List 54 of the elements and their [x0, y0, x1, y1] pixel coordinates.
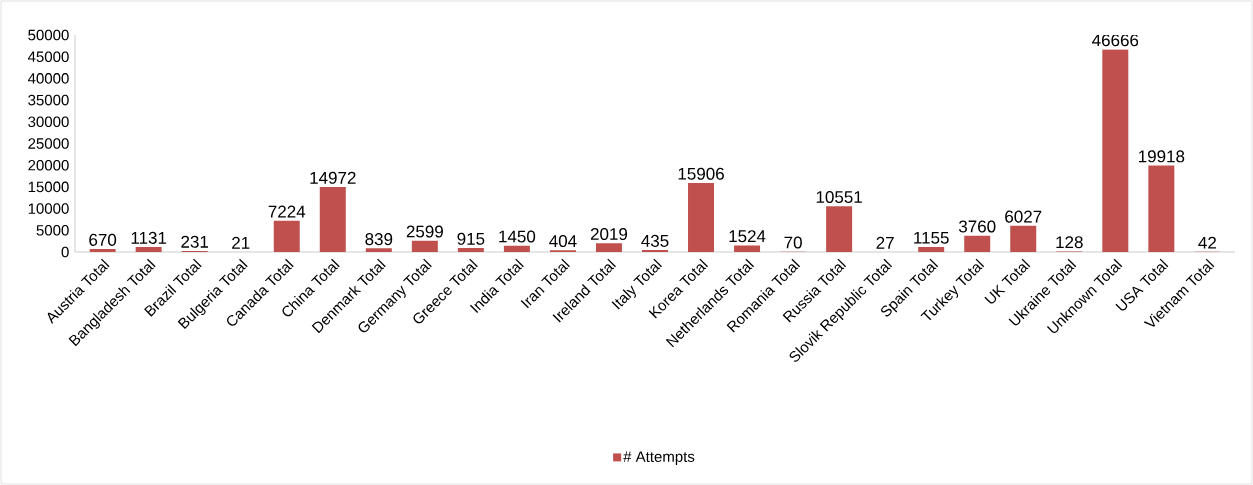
data-label: 2599 — [406, 225, 443, 238]
data-label: 128 — [1056, 236, 1083, 249]
y-tick-label: 20000 — [28, 159, 69, 171]
y-tick-label: 5000 — [36, 224, 69, 236]
data-label: 839 — [365, 233, 393, 246]
bar — [365, 248, 392, 252]
y-tick-label: 35000 — [28, 94, 69, 106]
bar — [964, 235, 991, 252]
data-label: 14972 — [310, 171, 356, 184]
data-label: 19918 — [1139, 150, 1185, 163]
bar — [457, 248, 484, 252]
data-label: 1524 — [729, 230, 766, 243]
data-label: 70 — [784, 236, 802, 249]
data-label: 15906 — [678, 167, 724, 180]
bar — [1010, 225, 1037, 252]
data-label: 435 — [641, 234, 669, 247]
bar — [734, 245, 761, 252]
bar — [1102, 49, 1129, 252]
y-tick-label: 0 — [61, 246, 69, 258]
bar — [273, 220, 300, 252]
data-label: 404 — [549, 235, 577, 248]
data-label: 1131 — [131, 231, 167, 244]
bar — [595, 243, 622, 252]
y-tick-label: 10000 — [28, 203, 69, 214]
data-label: 7224 — [268, 205, 306, 218]
bar — [135, 247, 162, 252]
data-label: 231 — [181, 235, 209, 248]
bar — [411, 240, 438, 252]
data-label: 670 — [89, 233, 117, 246]
y-tick-label: 45000 — [27, 51, 69, 63]
data-label: 42 — [1198, 236, 1216, 249]
data-label: 27 — [876, 236, 894, 249]
data-label: 1450 — [499, 230, 536, 243]
data-label: 3760 — [958, 220, 996, 233]
bar — [1148, 165, 1175, 252]
data-label: 10551 — [816, 190, 862, 204]
data-label: 46666 — [1092, 34, 1139, 47]
bar — [826, 206, 853, 252]
bar — [319, 187, 346, 252]
bar — [89, 249, 116, 252]
y-tick-label: 50000 — [28, 29, 69, 41]
bar — [688, 182, 715, 252]
data-label: 1155 — [914, 231, 949, 244]
data-label: 2019 — [590, 228, 628, 241]
data-label: 6027 — [1005, 210, 1042, 223]
y-tick-label: 40000 — [27, 73, 69, 84]
y-tick-label: 15000 — [28, 181, 69, 193]
y-tick-label: 30000 — [28, 116, 69, 128]
data-label: 21 — [232, 236, 250, 249]
bar — [918, 246, 945, 252]
data-label: 915 — [457, 232, 485, 245]
y-tick-label: 25000 — [28, 138, 69, 149]
bar — [503, 245, 530, 252]
legend-label: # Attempts — [623, 451, 695, 465]
